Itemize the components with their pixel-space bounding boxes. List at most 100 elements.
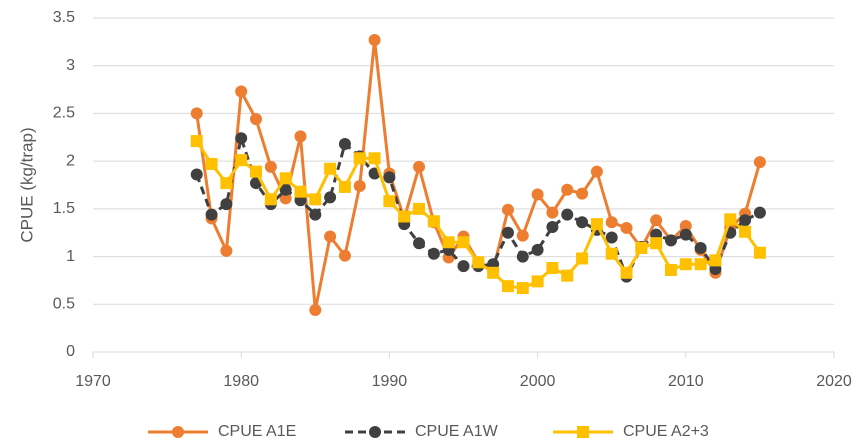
- data-point: [309, 193, 322, 206]
- data-point: [605, 247, 618, 260]
- legend-label: CPUE A1W: [415, 423, 499, 440]
- data-point: [279, 192, 292, 205]
- data-point: [457, 260, 470, 273]
- data-point: [338, 137, 351, 150]
- data-point: [531, 275, 544, 288]
- y-tick-label: 1: [66, 248, 75, 265]
- y-tick-label: 3: [66, 57, 75, 74]
- y-tick-label: 0.5: [53, 296, 75, 313]
- data-point: [546, 220, 559, 233]
- data-point: [724, 213, 737, 226]
- data-point: [279, 183, 292, 196]
- data-point: [442, 236, 455, 249]
- data-point: [190, 107, 203, 120]
- data-point: [190, 135, 203, 148]
- data-point: [472, 256, 485, 269]
- data-point: [590, 218, 603, 231]
- data-point: [487, 266, 500, 279]
- data-point: [635, 241, 648, 254]
- data-point: [368, 152, 381, 165]
- data-point: [353, 179, 366, 192]
- data-point: [383, 171, 396, 184]
- data-point: [576, 216, 589, 229]
- legend-marker: [172, 426, 184, 438]
- x-tick-label: 1990: [372, 373, 408, 390]
- data-point: [679, 258, 692, 271]
- data-point: [220, 244, 233, 257]
- data-point: [576, 187, 589, 200]
- data-point: [679, 220, 692, 233]
- x-tick-label: 1980: [223, 373, 259, 390]
- data-point: [561, 269, 574, 282]
- data-point: [324, 191, 337, 204]
- data-point: [338, 249, 351, 262]
- y-tick-label: 0: [66, 343, 75, 360]
- data-point: [250, 165, 263, 178]
- data-point: [546, 206, 559, 219]
- data-point: [650, 237, 663, 250]
- data-point: [709, 254, 722, 267]
- data-point: [501, 226, 514, 239]
- data-point: [590, 165, 603, 178]
- data-point: [413, 160, 426, 173]
- data-point: [205, 208, 218, 221]
- data-point: [694, 258, 707, 271]
- data-point: [264, 160, 277, 173]
- data-point: [235, 154, 248, 167]
- data-point: [353, 152, 366, 165]
- legend-marker: [369, 426, 381, 438]
- data-point: [664, 234, 677, 247]
- data-point: [324, 162, 337, 175]
- data-point: [413, 237, 426, 250]
- x-tick-label: 2020: [816, 373, 852, 390]
- data-point: [739, 214, 752, 227]
- series-line: [195, 132, 761, 281]
- data-point: [620, 266, 633, 279]
- data-point: [220, 177, 233, 190]
- y-axis-label: CPUE (kg/trap): [17, 127, 36, 242]
- data-point: [664, 263, 677, 276]
- y-tick-label: 1.5: [53, 200, 75, 217]
- data-point: [398, 210, 411, 223]
- data-point: [294, 185, 307, 198]
- x-tick-label: 2000: [520, 373, 556, 390]
- data-point: [753, 246, 766, 259]
- x-tick-label: 2010: [668, 373, 704, 390]
- data-point: [679, 228, 692, 241]
- data-point: [501, 280, 514, 293]
- data-point: [324, 230, 337, 243]
- data-point: [427, 247, 440, 260]
- data-point: [190, 168, 203, 181]
- data-point: [694, 241, 707, 254]
- data-point: [501, 203, 514, 216]
- data-point: [250, 113, 263, 126]
- data-point: [516, 229, 529, 242]
- data-point: [294, 130, 307, 143]
- data-point: [516, 250, 529, 263]
- data-point: [650, 214, 663, 227]
- data-point: [739, 225, 752, 238]
- data-point: [309, 304, 322, 317]
- data-point: [235, 132, 248, 145]
- data-point: [561, 208, 574, 221]
- data-point: [531, 243, 544, 256]
- legend-label: CPUE A2+3: [623, 423, 709, 440]
- data-point: [427, 215, 440, 228]
- data-point: [457, 236, 470, 249]
- data-point: [546, 262, 559, 275]
- data-point: [753, 156, 766, 169]
- y-tick-label: 2: [66, 152, 75, 169]
- data-point: [753, 206, 766, 219]
- data-point: [279, 172, 292, 185]
- data-point: [205, 158, 218, 171]
- y-tick-label: 2.5: [53, 105, 75, 122]
- x-tick-label: 1970: [75, 373, 111, 390]
- data-point: [368, 33, 381, 46]
- data-point: [620, 221, 633, 234]
- data-point: [605, 216, 618, 229]
- data-point: [235, 85, 248, 98]
- data-point: [576, 252, 589, 265]
- data-point: [383, 195, 396, 208]
- y-tick-label: 3.5: [53, 9, 75, 26]
